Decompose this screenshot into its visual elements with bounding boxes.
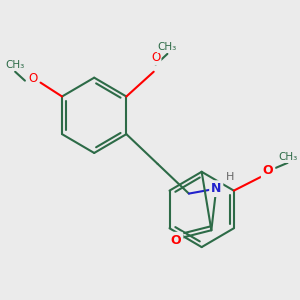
Text: O: O bbox=[151, 51, 160, 64]
Text: O: O bbox=[28, 72, 38, 85]
Text: H: H bbox=[226, 172, 234, 182]
Text: N: N bbox=[211, 182, 221, 195]
Text: O: O bbox=[263, 164, 273, 177]
Text: O: O bbox=[171, 234, 181, 247]
Text: CH₃: CH₃ bbox=[278, 152, 297, 162]
Text: CH₃: CH₃ bbox=[5, 60, 25, 70]
Text: CH₃: CH₃ bbox=[158, 42, 177, 52]
